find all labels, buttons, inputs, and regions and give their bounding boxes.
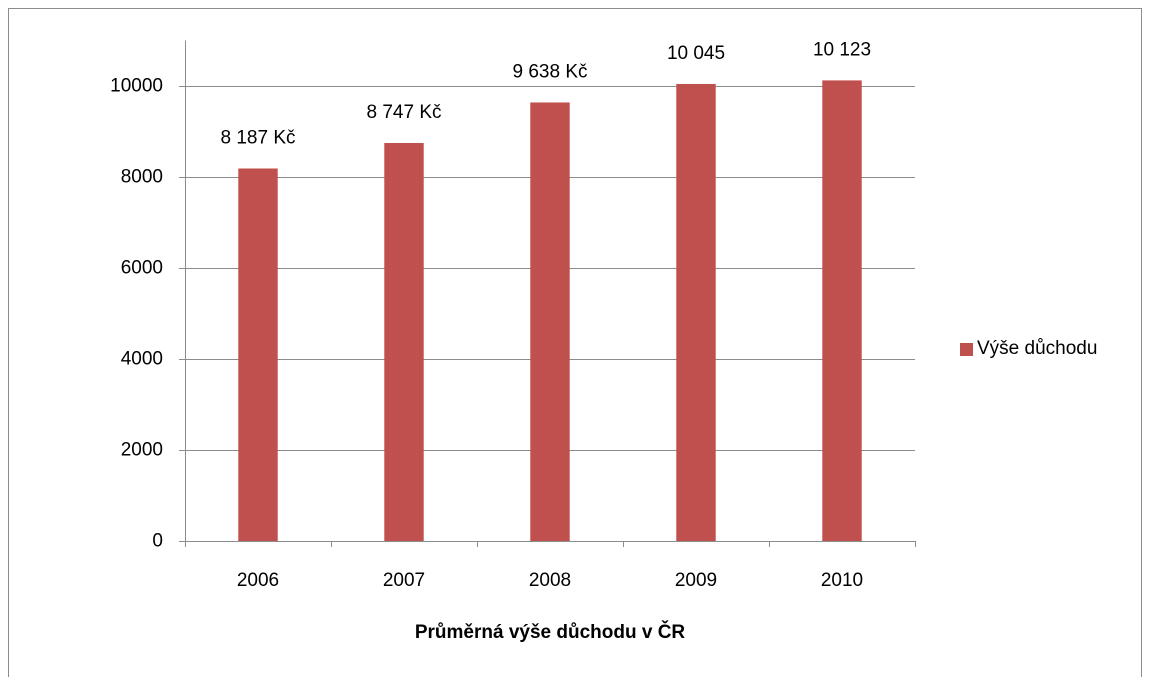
bar [822, 80, 862, 541]
x-tick-label: 2006 [237, 570, 279, 591]
y-tick-label: 2000 [121, 440, 163, 461]
x-tick-label: 2010 [821, 570, 863, 591]
data-label: 10 045 [667, 43, 725, 64]
y-tick-label: 8000 [121, 167, 163, 188]
y-tick-label: 0 [152, 531, 163, 552]
bar [530, 102, 570, 541]
legend-swatch [960, 343, 973, 356]
bar [238, 168, 278, 541]
bar [384, 143, 424, 541]
x-tick-label: 2009 [675, 570, 717, 591]
data-label: 8 187 Kč [221, 128, 296, 149]
bar [676, 83, 716, 541]
data-label: 9 638 Kč [513, 61, 588, 82]
legend-label: Výše důchodu [977, 338, 1097, 359]
y-tick-label: 4000 [121, 349, 163, 370]
chart-border [8, 8, 1142, 682]
data-label: 8 747 Kč [367, 102, 442, 123]
y-tick-label: 6000 [121, 258, 163, 279]
y-tick-label: 10000 [110, 76, 163, 97]
x-axis-title: Průměrná výše důchodu v ČR [415, 621, 686, 643]
x-tick-label: 2008 [529, 570, 571, 591]
data-label: 10 123 [813, 39, 871, 60]
x-tick-label: 2007 [383, 570, 425, 591]
